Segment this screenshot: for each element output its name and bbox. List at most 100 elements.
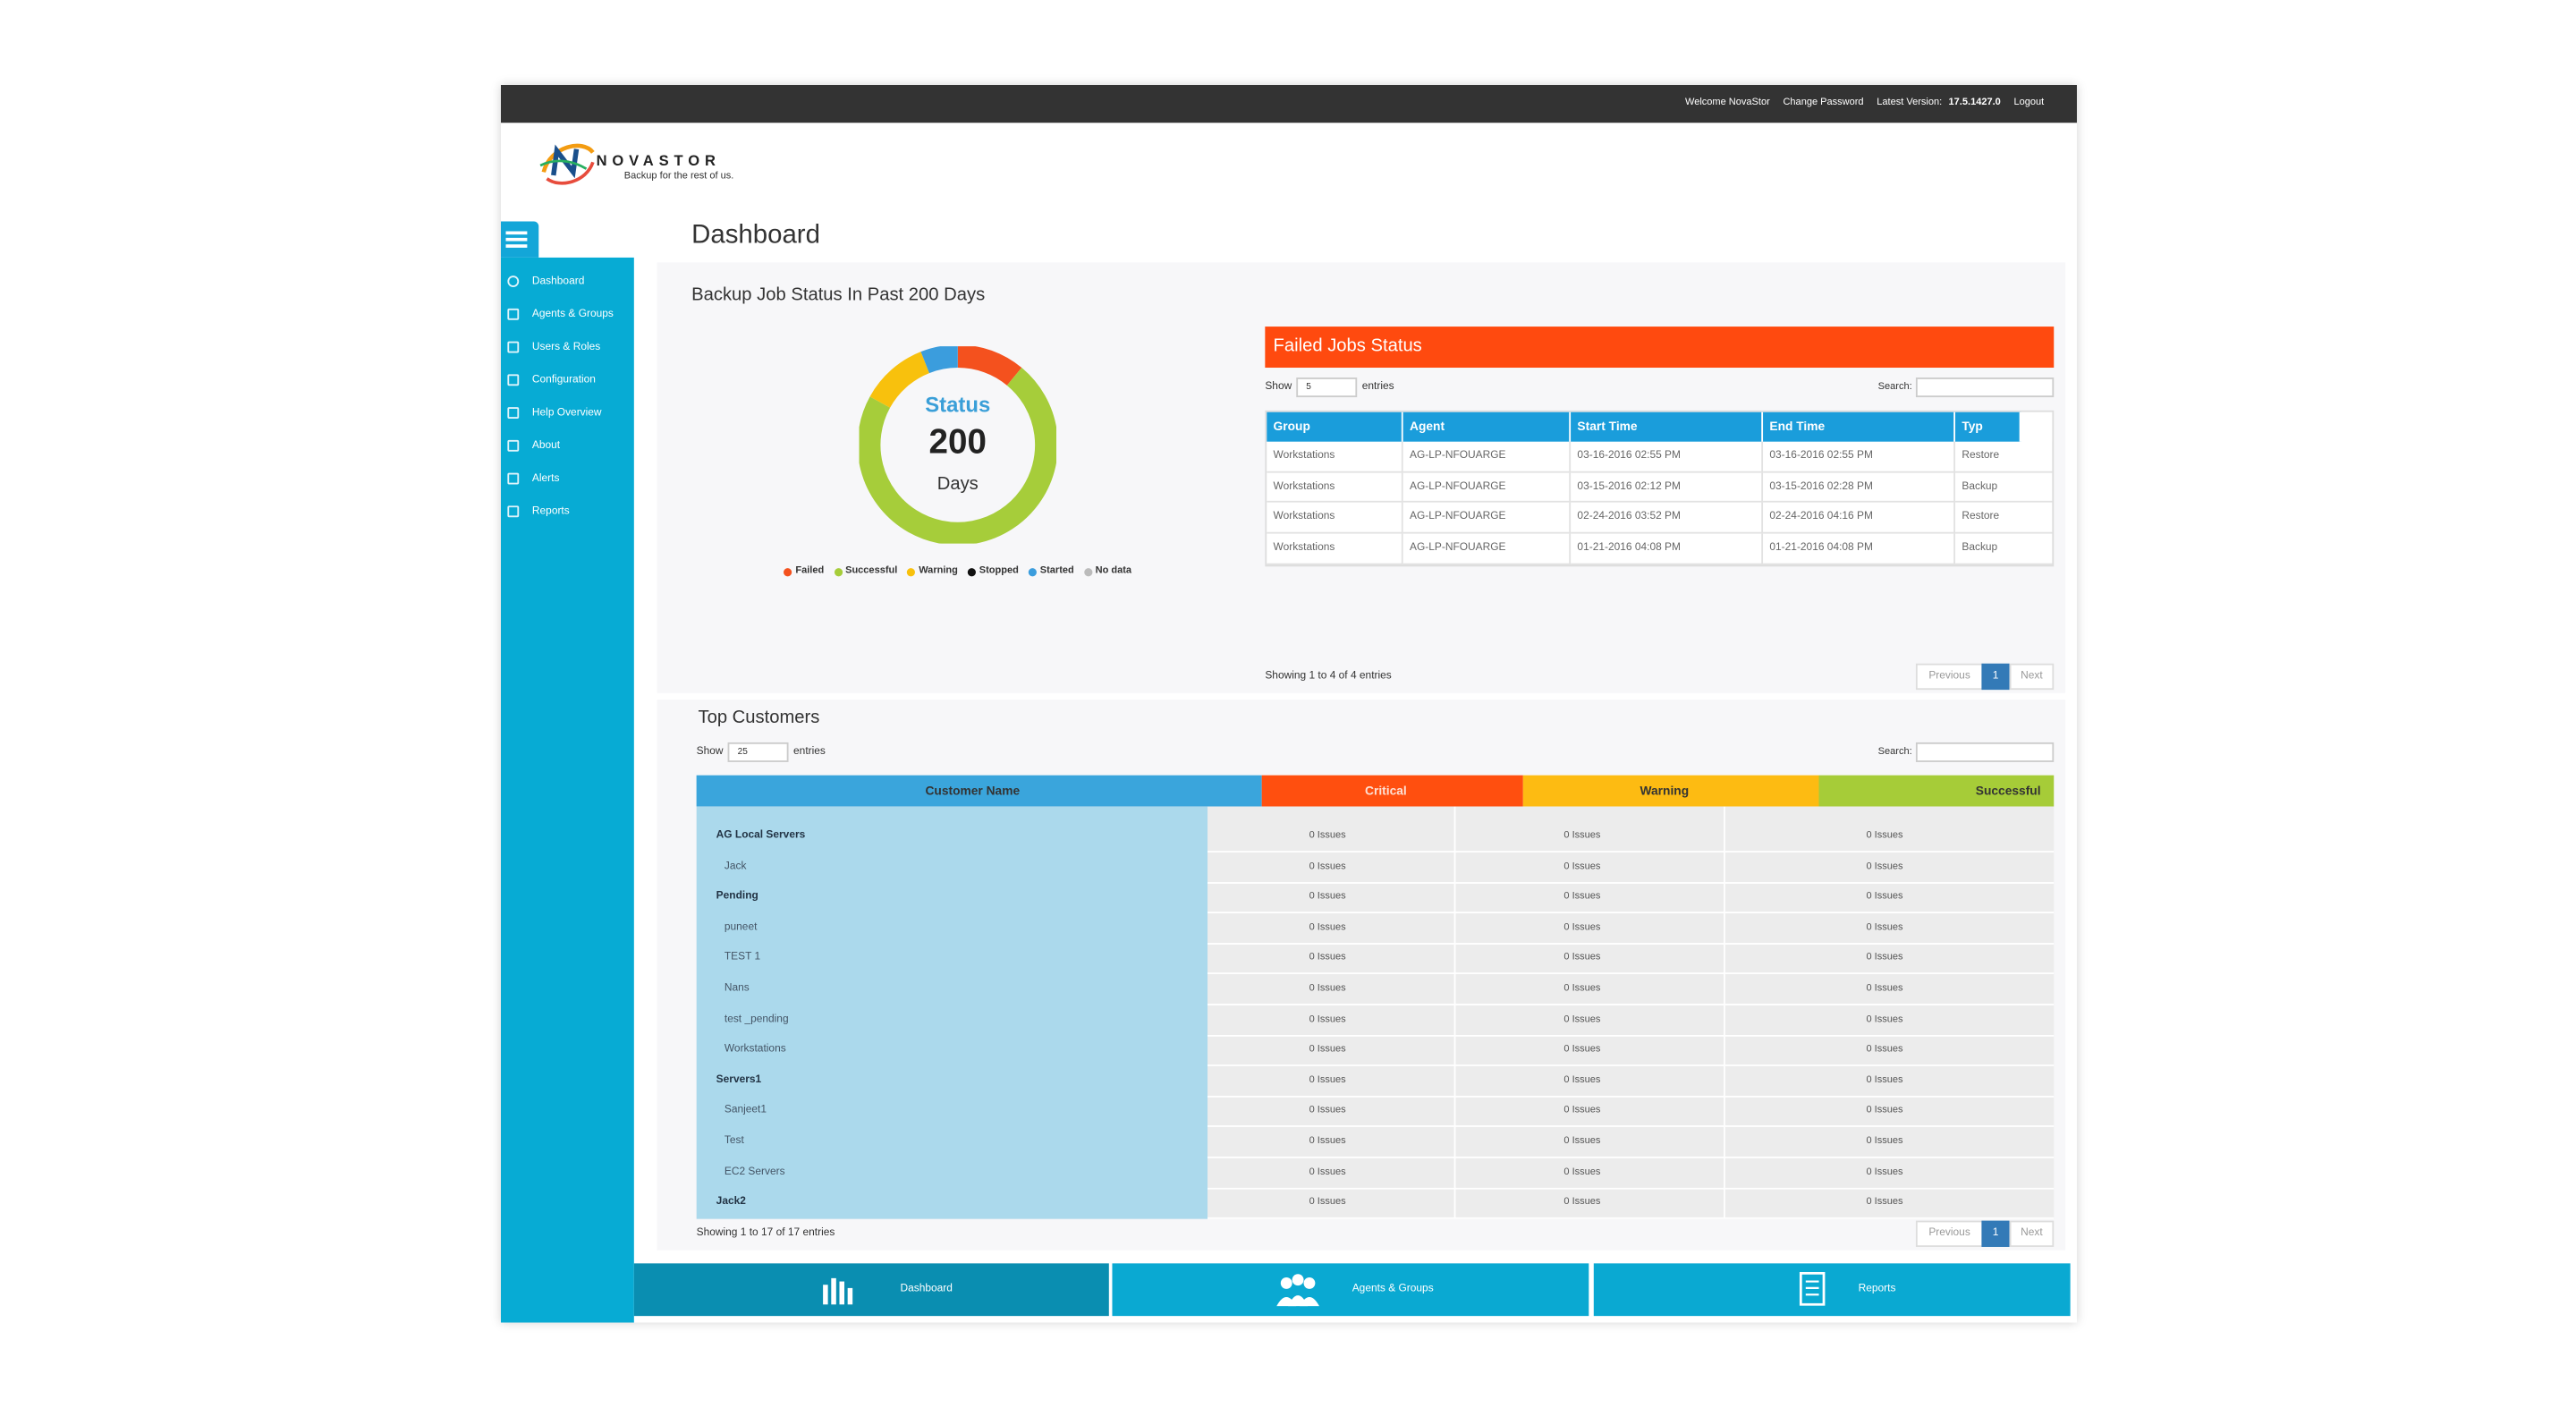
page-title: Dashboard	[691, 221, 820, 250]
customer-name[interactable]: test _pending	[724, 1013, 789, 1025]
customer-name[interactable]: Jack	[724, 860, 747, 872]
search-label: Search:	[1877, 747, 1912, 758]
customer-name[interactable]: TEST 1	[724, 951, 761, 963]
table-cell: Backup	[1955, 533, 2053, 565]
customer-name[interactable]: Nans	[724, 982, 750, 995]
legend-item[interactable]: Warning	[907, 566, 958, 576]
issue-count: 0 Issues	[1309, 861, 1346, 872]
sidebar-item[interactable]: Agents & Groups	[531, 308, 614, 320]
donut-center-label: Status	[925, 392, 991, 418]
sidebar-item[interactable]: Users & Roles	[531, 341, 601, 353]
page-length-select[interactable]: 5	[1296, 377, 1358, 398]
table-cell: 03-15-2016 02:12 PM	[1571, 472, 1764, 504]
column-header[interactable]: Customer Name	[696, 775, 1262, 807]
issue-count: 0 Issues	[1866, 1167, 1903, 1178]
name-column	[696, 806, 1208, 1219]
legend-label: Stopped	[979, 566, 1019, 577]
pager-next[interactable]: Next	[2009, 663, 2055, 691]
table-cell: 02-24-2016 03:52 PM	[1571, 503, 1764, 534]
show-label: Show	[1265, 380, 1292, 393]
row-divider	[1208, 1187, 2055, 1189]
issue-count: 0 Issues	[1563, 1198, 1601, 1209]
logo-mark	[539, 143, 595, 185]
row-divider	[1208, 1064, 2055, 1067]
issue-count: 0 Issues	[1563, 1014, 1601, 1025]
column-header[interactable]: Warning	[1522, 775, 1819, 807]
bottom-nav-label: Dashboard	[900, 1283, 953, 1295]
search-input[interactable]	[1915, 742, 2055, 762]
table-cell: AG-LP-NFOUARGE	[1402, 441, 1572, 473]
page-length-select[interactable]: 25	[727, 742, 789, 762]
bottom-nav-button[interactable]: Reports	[1593, 1263, 2071, 1317]
legend-item[interactable]: Successful	[834, 566, 897, 576]
legend-item[interactable]: Failed	[784, 566, 824, 576]
table-cell: AG-LP-NFOUARGE	[1402, 533, 1572, 565]
donut-segment	[920, 346, 959, 374]
top-bar-version-label: Latest Version:	[1877, 98, 1943, 108]
issue-count: 0 Issues	[1309, 1167, 1346, 1178]
customer-name[interactable]: AG Local Servers	[716, 829, 806, 842]
sidebar-item[interactable]: Reports	[531, 505, 570, 518]
customer-name[interactable]: Jack2	[716, 1196, 746, 1209]
pager-previous[interactable]: Previous	[1915, 663, 1984, 691]
customer-name[interactable]: Test	[724, 1135, 744, 1147]
top-bar-change-password[interactable]: Change Password	[1783, 98, 1864, 108]
column-header[interactable]: End Time	[1763, 411, 1956, 442]
top-bar-welcome: Welcome NovaStor	[1685, 98, 1770, 108]
sidebar-icon	[507, 505, 520, 518]
table-info: Showing 1 to 4 of 4 entries	[1265, 670, 1392, 682]
column-header[interactable]: Typ	[1955, 411, 2021, 442]
issue-count: 0 Issues	[1309, 1136, 1346, 1147]
top-bar-logout[interactable]: Logout	[2013, 98, 2045, 108]
table-cell: Backup	[1955, 472, 2053, 504]
sidebar-item[interactable]: Configuration	[531, 374, 596, 386]
customer-name[interactable]: puneet	[724, 920, 758, 933]
issue-count: 0 Issues	[1563, 1075, 1601, 1086]
customer-name[interactable]: Workstations	[724, 1043, 786, 1056]
issue-count: 0 Issues	[1309, 984, 1346, 995]
bottom-nav-label: Agents & Groups	[1352, 1283, 1434, 1295]
customer-name[interactable]: Sanjeet1	[724, 1104, 767, 1116]
issue-count: 0 Issues	[1866, 1045, 1903, 1056]
column-header[interactable]: Start Time	[1571, 411, 1764, 442]
pager-next[interactable]: Next	[2009, 1220, 2055, 1247]
table-cell: Workstations	[1267, 533, 1403, 565]
column-header[interactable]: Group	[1267, 411, 1403, 442]
legend-item[interactable]: Started	[1028, 566, 1074, 576]
customer-name[interactable]: Pending	[716, 890, 758, 903]
table-info: Showing 1 to 17 of 17 entries	[696, 1226, 835, 1239]
table-cell: Workstations	[1267, 472, 1403, 504]
legend-label: Warning	[919, 566, 958, 577]
donut-center-value: 200	[928, 423, 987, 462]
issue-count: 0 Issues	[1309, 1045, 1346, 1056]
customer-name[interactable]: Servers1	[716, 1073, 762, 1086]
legend-item[interactable]: No data	[1083, 566, 1131, 576]
pager-previous[interactable]: Previous	[1915, 1220, 1984, 1247]
issue-count: 0 Issues	[1563, 892, 1601, 903]
pager-page[interactable]: 1	[1981, 1220, 2010, 1247]
donut-center-unit: Days	[936, 474, 979, 495]
search-input[interactable]	[1915, 377, 2055, 398]
donut-segment	[859, 368, 1057, 544]
icon-head	[1280, 1277, 1292, 1289]
issue-count: 0 Issues	[1309, 1014, 1346, 1025]
bottom-nav-button[interactable]: Dashboard	[633, 1263, 1109, 1317]
donut-segment	[869, 352, 930, 409]
sidebar-item[interactable]: Help Overview	[531, 407, 602, 419]
show-label: Show	[696, 745, 724, 758]
icon-body	[1299, 1297, 1319, 1307]
bottom-nav-button[interactable]: Agents & Groups	[1112, 1263, 1589, 1317]
sidebar-item[interactable]: Dashboard	[531, 276, 585, 287]
menu-toggle-bar	[505, 244, 528, 248]
column-header[interactable]: Successful	[1818, 775, 2055, 807]
column-header[interactable]: Critical	[1261, 775, 1523, 807]
row-divider	[1208, 1125, 2055, 1128]
column-header[interactable]: Agent	[1402, 411, 1572, 442]
pager-page[interactable]: 1	[1981, 663, 2010, 691]
legend-item[interactable]: Stopped	[967, 566, 1019, 577]
customer-name[interactable]: EC2 Servers	[724, 1166, 785, 1178]
sidebar-item[interactable]: About	[531, 439, 561, 452]
table-cell: Workstations	[1267, 503, 1403, 534]
sidebar-item[interactable]: Alerts	[531, 472, 560, 485]
